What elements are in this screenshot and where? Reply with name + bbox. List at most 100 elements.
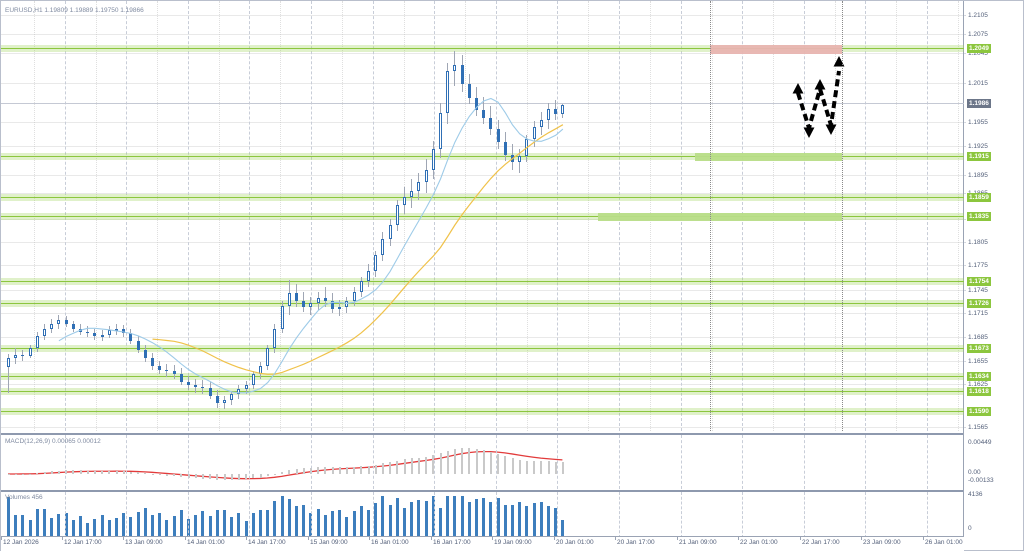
price-axis[interactable]: -1.2105-1.2075-1.2045-1.2015 1.1986-1.195… [963,1,1023,536]
macd-bar [540,461,543,474]
price-gridline [1,219,964,220]
volume-pane[interactable]: Volumes 456 [1,490,964,538]
candle-body [446,70,450,114]
current-price-line [1,103,964,104]
time-gridline [742,492,743,538]
volume-bar [388,504,392,538]
axis-dash: - [964,358,967,365]
price-tick-label: 1.1775 [968,262,988,269]
volume-bar [43,509,46,538]
price-axis-tick: -1.1745 [964,286,1023,295]
time-gridline [742,435,743,489]
level-price-tag: 1.1590 [967,407,991,416]
time-gridline [311,435,312,489]
candle-body [417,182,421,192]
time-gridline [619,435,620,489]
time-tick-label: 16 Jan 01:00 [371,539,409,546]
volume-bar [539,502,543,538]
price-gridline [1,337,964,338]
axis-dash: - [964,239,967,246]
time-tick [185,537,186,540]
zigzag-forecast-arrow[interactable] [792,56,845,138]
time-gridline [434,492,435,538]
macd-bar [21,473,24,475]
macd-bar [511,458,514,474]
candle-body [115,328,118,331]
volume-bar [295,506,298,538]
candle-body [158,365,162,370]
volume-bar [467,502,471,538]
price-gridline [1,34,964,35]
candle-body [64,320,68,324]
support-zone-box-lower[interactable] [598,213,842,221]
time-tick [1,537,2,540]
macd-bar [410,458,413,474]
level-price-tag: 1.1835 [967,212,991,221]
candle-body [475,98,478,111]
price-axis-tick: -1.1715 [964,309,1023,318]
candle-body [352,291,356,302]
price-overlay [58,56,845,394]
time-axis[interactable]: 12 Jan 2026 12 Jan 17:00 13 Jan 09:00 14 Ja… [1,536,964,552]
candle-body [237,388,241,395]
volume-bar [64,513,68,538]
time-tick-label: 14 Jan 17:00 [248,539,286,546]
price-tick-label: 1.1895 [968,172,988,179]
volume-bar [7,497,10,538]
time-gridline [188,435,189,489]
macd-bar [461,448,464,474]
macd-bar [223,474,226,480]
arrow-head [825,124,837,135]
time-tick-label: 19 Jan 09:00 [494,539,532,546]
candle-body [309,302,313,308]
support-zone-box-upper[interactable] [695,153,842,161]
candle-body [367,270,370,282]
macd-bar [165,474,168,476]
price-tick-label: 1.1565 [968,424,988,431]
volume-bar [21,515,25,538]
price-chart-pane[interactable]: EURUSD,H1 1.19809 1.19889 1.19750 1.1986… [1,1,964,431]
macd-bar [50,471,53,474]
volume-bar [518,501,522,538]
macd-bar [29,473,32,475]
axis-dash: - [964,287,967,294]
level-price-tag: 1.2049 [967,44,991,53]
price-tick-label: 1.1955 [968,119,988,126]
resistance-zone-box[interactable] [710,45,842,54]
candle-body [129,333,133,341]
macd-bar [367,465,370,474]
axis-dash: - [964,310,967,317]
macd-bar [475,449,478,474]
volume-series [1,492,964,538]
price-axis-tick: -1.2105 [964,11,1023,20]
candle-wick [8,353,9,393]
volume-bar [331,510,334,538]
price-gridline [1,242,964,243]
time-tick [861,537,862,540]
time-tick-label: 12 Jan 17:00 [64,539,102,546]
time-gridline [249,435,250,489]
volume-bar [201,511,205,538]
time-tick [246,537,247,540]
macd-bar [108,471,111,474]
level-line [1,216,964,217]
macd-bar [389,462,392,474]
time-tick [492,537,493,540]
current-price-tag: 1.1986 [967,99,991,108]
price-tick-label: 1.1715 [968,310,988,317]
volume-bar [57,514,61,538]
macd-bar [7,474,10,475]
macd-bar [317,467,320,474]
macd-bar [173,474,176,477]
macd-bar [468,448,471,474]
candle-body [395,204,399,225]
time-gridline [434,435,435,489]
price-axis-tick: -1.1925 [964,142,1023,151]
volume-bar [28,520,32,538]
volume-bar [151,514,154,538]
macd-bar [209,474,212,480]
macd-pane[interactable]: MACD(12,26,9) 0.00065 0.00012 [1,433,964,489]
volume-bar [136,511,140,538]
volume-bar [273,501,277,538]
time-gridline [927,435,928,489]
